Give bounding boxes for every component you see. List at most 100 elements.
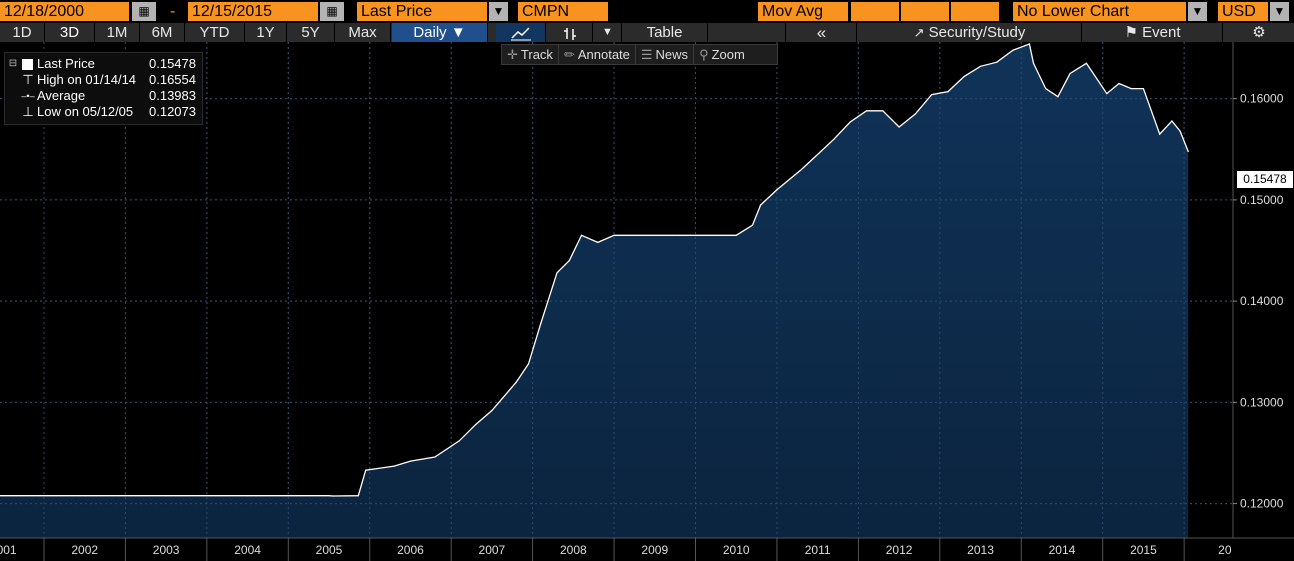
series-point [751,224,754,226]
series-point [865,110,868,112]
legend-square-icon [21,56,33,72]
start-date-field[interactable]: 12/18/2000 [0,2,129,21]
bar-chart-type-button[interactable] [547,23,593,42]
study-field[interactable]: Mov Avg [758,2,848,21]
series-point [246,495,249,497]
x-tick-label: 2013 [967,543,994,557]
x-axis-background [0,538,1294,561]
collapse-icon[interactable]: « [787,23,857,42]
series-point [1032,62,1035,64]
period-3d-button[interactable]: 3D [45,23,95,42]
x-tick-label: 2012 [886,543,913,557]
period-5y-button[interactable]: 5Y [287,23,335,42]
security-study-label: Security/Study [928,24,1026,41]
lower-chart-select[interactable]: No Lower Chart [1013,2,1186,21]
x-tick-label: 2005 [316,543,343,557]
legend-last-label: Last Price [37,56,95,71]
y-axis-background [1233,42,1294,538]
series-points [2,43,1189,497]
period-1d-button[interactable]: 1D [0,23,45,42]
period-1y-button[interactable]: 1Y [245,23,287,42]
study-param-1[interactable] [851,2,899,21]
price-field-select[interactable]: Last Price [357,2,487,21]
series-point [735,234,737,236]
annotate-tool[interactable]: ✏ Annotate [559,45,636,64]
series-point [1012,49,1014,51]
track-tool[interactable]: ✛ Track [502,45,559,64]
series-point [833,138,835,140]
x-tick-label: 2007 [479,543,506,557]
line-chart-type-button[interactable] [496,23,546,42]
series-point [1057,96,1059,98]
last-price-tag: 0.15478 [1237,171,1293,188]
x-tick-label: 2003 [153,543,180,557]
period-6m-button[interactable]: 6M [140,23,185,42]
series-point [711,234,713,236]
annotate-label: Annotate [577,47,630,62]
legend-collapse-icon[interactable]: ⊟ [8,58,18,69]
y-tick-label: 0.13000 [1240,395,1284,409]
ohlc-bars-icon [563,27,576,40]
x-tick-label: 2015 [1130,543,1157,557]
period-1m-button[interactable]: 1M [95,23,140,42]
series-point [580,234,583,236]
table-button[interactable]: Table [622,23,708,42]
series-point [637,234,640,236]
series-point [365,469,367,471]
frequency-select[interactable]: Daily ▼ [392,23,488,42]
series-point [597,241,599,244]
legend-average-label: Average [37,88,86,103]
legend-high-label: High on 01/14/14 [37,72,137,87]
pencil-icon: ✏ [563,47,575,62]
line-chart-icon [510,27,531,41]
x-tick-label: 2014 [1049,543,1076,557]
news-tool[interactable]: ☰ News [636,45,695,64]
grid-lines-overlay [0,42,1233,538]
security-study-button[interactable]: ↗ Security/Study [858,23,1082,42]
series-point [328,495,330,497]
series-point [84,495,86,497]
series-point [540,322,542,325]
end-calendar-icon[interactable]: ▦ [320,2,344,21]
series-point [914,113,916,115]
series-point [1028,43,1031,45]
lower-chart-dropdown-icon[interactable]: ▼ [1188,2,1207,21]
series-point [568,260,570,262]
legend-last-row[interactable]: ⊟ Last Price 0.15478 [5,56,202,72]
series-point [613,234,615,236]
price-field-dropdown-icon[interactable]: ▼ [489,2,508,21]
y-tick-label: 0.15000 [1240,193,1284,207]
high-marker-icon: ⊤ [22,72,34,87]
top-toolbar: 12/18/2000 ▦ - 12/15/2015 ▦ Last Price ▼… [0,0,1294,22]
settings-gear-icon[interactable]: ⚙ [1224,23,1294,42]
ticker-field[interactable]: CMPN [518,2,608,21]
series-point [1106,93,1108,95]
price-chart-svg[interactable]: 0.12000 0.13000 0.14000 0.15000 0.16000 2001… [0,42,1294,561]
toolbar-spacer [708,23,786,42]
currency-select[interactable]: USD [1218,2,1268,21]
price-area-fill [0,44,1189,538]
price-chart[interactable]: 0.12000 0.13000 0.14000 0.15000 0.16000 2001… [0,42,1294,561]
y-tick-label: 0.16000 [1240,92,1284,106]
legend-high-value: 0.16554 [149,72,196,87]
legend-average-value: 0.13983 [149,88,196,103]
chart-type-dropdown-icon[interactable]: ▼ [594,23,622,42]
series-point [760,204,762,206]
end-date-field[interactable]: 12/15/2015 [188,2,318,21]
series-point [979,65,982,67]
study-param-2[interactable] [901,2,949,21]
series-point [491,409,493,412]
event-button[interactable]: ⚑ Event [1083,23,1223,42]
period-ytd-button[interactable]: YTD [185,23,245,42]
study-param-3[interactable] [951,2,999,21]
series-point [434,456,436,458]
period-max-button[interactable]: Max [335,23,391,42]
series-point [393,465,395,467]
zoom-tool[interactable]: ⚲ Zoom [694,45,750,64]
series-point [1142,87,1145,90]
date-separator: - [170,3,176,20]
currency-dropdown-icon[interactable]: ▼ [1270,2,1289,21]
x-tick-label: 2001 [0,543,17,557]
series-point [1130,87,1132,90]
start-calendar-icon[interactable]: ▦ [132,2,156,21]
